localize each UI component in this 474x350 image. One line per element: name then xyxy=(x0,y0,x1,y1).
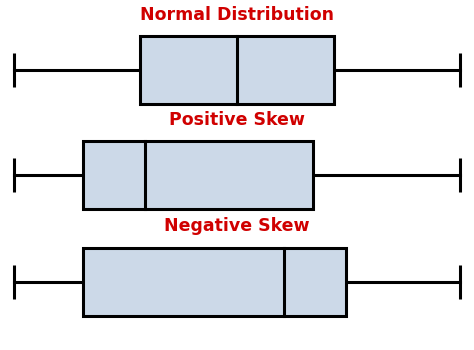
Text: Positive Skew: Positive Skew xyxy=(169,111,305,128)
Bar xyxy=(140,36,334,104)
Bar xyxy=(83,141,313,209)
Text: Negative Skew: Negative Skew xyxy=(164,217,310,235)
Bar xyxy=(83,248,346,316)
Text: Normal Distribution: Normal Distribution xyxy=(140,6,334,23)
